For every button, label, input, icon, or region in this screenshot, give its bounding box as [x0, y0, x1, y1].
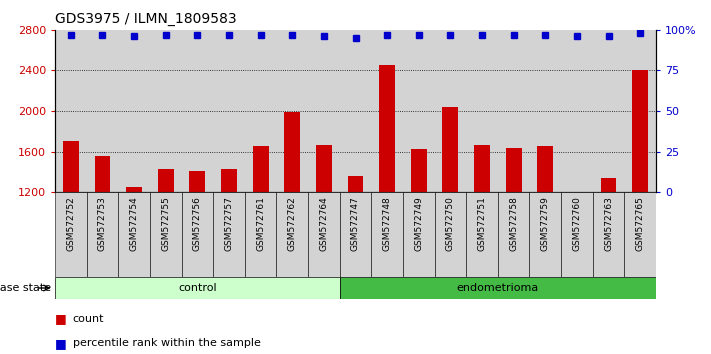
Text: GSM572763: GSM572763: [604, 196, 613, 251]
Bar: [593, 30, 624, 192]
Text: endometrioma: endometrioma: [456, 283, 539, 293]
Bar: [181, 192, 213, 277]
Text: GSM572761: GSM572761: [256, 196, 265, 251]
Bar: [245, 30, 277, 192]
Text: GSM572751: GSM572751: [478, 196, 486, 251]
Bar: [466, 30, 498, 192]
Text: GSM572753: GSM572753: [98, 196, 107, 251]
Bar: [569, 192, 585, 193]
Text: GSM572759: GSM572759: [541, 196, 550, 251]
Bar: [442, 107, 459, 192]
Text: disease state: disease state: [0, 283, 51, 293]
Bar: [55, 30, 87, 192]
Bar: [530, 30, 561, 192]
Bar: [150, 192, 181, 277]
Bar: [316, 145, 332, 192]
Text: GSM572762: GSM572762: [288, 196, 296, 251]
Bar: [624, 192, 656, 277]
Text: GSM572765: GSM572765: [636, 196, 645, 251]
Bar: [55, 192, 87, 277]
Bar: [632, 70, 648, 192]
Bar: [308, 30, 340, 192]
Bar: [434, 192, 466, 277]
Bar: [126, 187, 142, 192]
Text: GSM572754: GSM572754: [129, 196, 139, 251]
Text: GSM572757: GSM572757: [225, 196, 233, 251]
Bar: [213, 192, 245, 277]
Text: GSM572749: GSM572749: [415, 196, 423, 251]
Bar: [561, 30, 593, 192]
Bar: [221, 169, 237, 192]
Bar: [411, 149, 427, 192]
Bar: [118, 30, 150, 192]
Bar: [340, 192, 371, 277]
Text: GSM572756: GSM572756: [193, 196, 202, 251]
Bar: [245, 192, 277, 277]
Bar: [284, 112, 300, 192]
Bar: [277, 192, 308, 277]
Text: GSM572752: GSM572752: [66, 196, 75, 251]
Bar: [308, 192, 340, 277]
Bar: [403, 30, 434, 192]
Bar: [601, 178, 616, 192]
Bar: [348, 176, 363, 192]
Bar: [379, 65, 395, 192]
Text: GSM572760: GSM572760: [572, 196, 582, 251]
Bar: [624, 30, 656, 192]
Bar: [87, 30, 118, 192]
Bar: [340, 30, 371, 192]
Bar: [340, 277, 656, 299]
Text: GSM572755: GSM572755: [161, 196, 170, 251]
Bar: [403, 192, 434, 277]
Bar: [150, 30, 181, 192]
Text: count: count: [73, 314, 105, 324]
Bar: [593, 192, 624, 277]
Text: percentile rank within the sample: percentile rank within the sample: [73, 338, 261, 348]
Text: GDS3975 / ILMN_1809583: GDS3975 / ILMN_1809583: [55, 12, 237, 26]
Bar: [498, 192, 530, 277]
Bar: [118, 192, 150, 277]
Bar: [87, 192, 118, 277]
Text: GSM572747: GSM572747: [351, 196, 360, 251]
Bar: [538, 147, 553, 192]
Bar: [506, 148, 522, 192]
Bar: [55, 277, 340, 299]
Bar: [213, 30, 245, 192]
Bar: [474, 145, 490, 192]
Text: control: control: [178, 283, 217, 293]
Bar: [434, 30, 466, 192]
Text: GSM572758: GSM572758: [509, 196, 518, 251]
Bar: [95, 155, 110, 192]
Bar: [371, 192, 403, 277]
Bar: [63, 141, 79, 192]
Bar: [561, 192, 593, 277]
Text: ■: ■: [55, 337, 67, 350]
Text: ■: ■: [55, 312, 67, 325]
Bar: [530, 192, 561, 277]
Bar: [371, 30, 403, 192]
Bar: [189, 171, 205, 192]
Bar: [466, 192, 498, 277]
Bar: [158, 169, 173, 192]
Bar: [498, 30, 530, 192]
Text: GSM572748: GSM572748: [383, 196, 392, 251]
Bar: [181, 30, 213, 192]
Text: GSM572750: GSM572750: [446, 196, 455, 251]
Bar: [277, 30, 308, 192]
Bar: [252, 147, 269, 192]
Text: GSM572764: GSM572764: [319, 196, 328, 251]
